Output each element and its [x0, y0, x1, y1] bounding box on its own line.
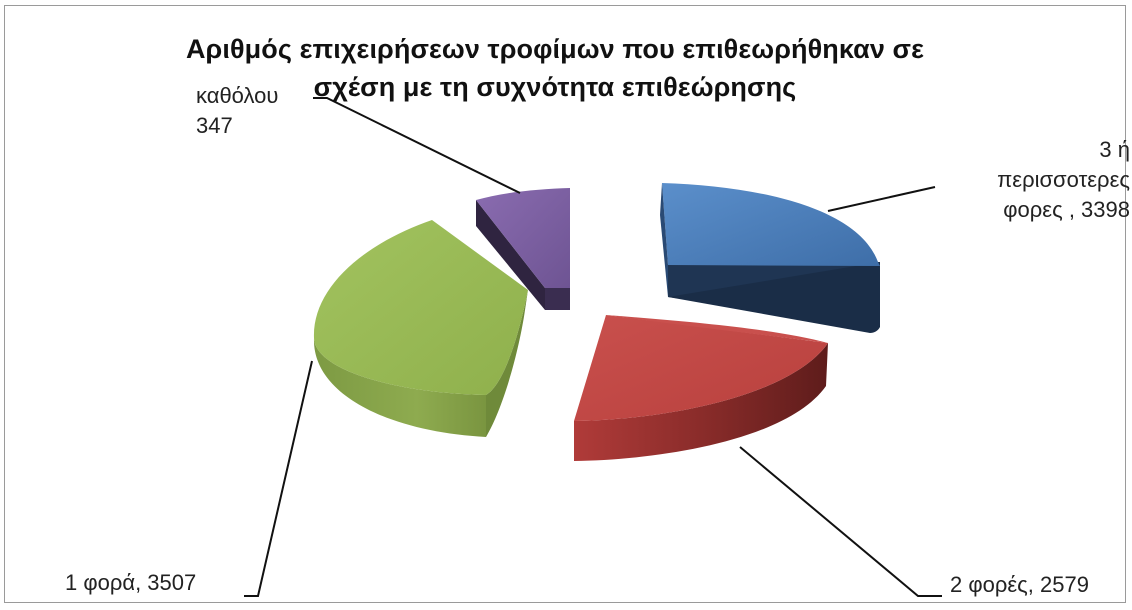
data-label-3-or-more: 3 ή περισσοτερες φορες , 3398	[997, 137, 1130, 222]
slice-2-times	[574, 315, 828, 461]
data-label-2-times: 2 φορές, 2579	[950, 572, 1089, 597]
leader-line-3-or-more	[827, 186, 936, 212]
leader-line-2-times	[739, 446, 942, 597]
slice-3-or-more	[660, 183, 880, 333]
data-label-1-time: 1 φορά, 3507	[65, 570, 197, 595]
slice-never	[476, 188, 570, 310]
leader-line-never	[313, 97, 521, 194]
slice-1-time	[313, 220, 528, 437]
chart-title: Αριθμός επιχειρήσεων τροφίμων που επιθεω…	[185, 34, 925, 102]
leader-line-1-time	[244, 360, 313, 597]
data-label-never: καθόλου 347	[196, 83, 279, 138]
